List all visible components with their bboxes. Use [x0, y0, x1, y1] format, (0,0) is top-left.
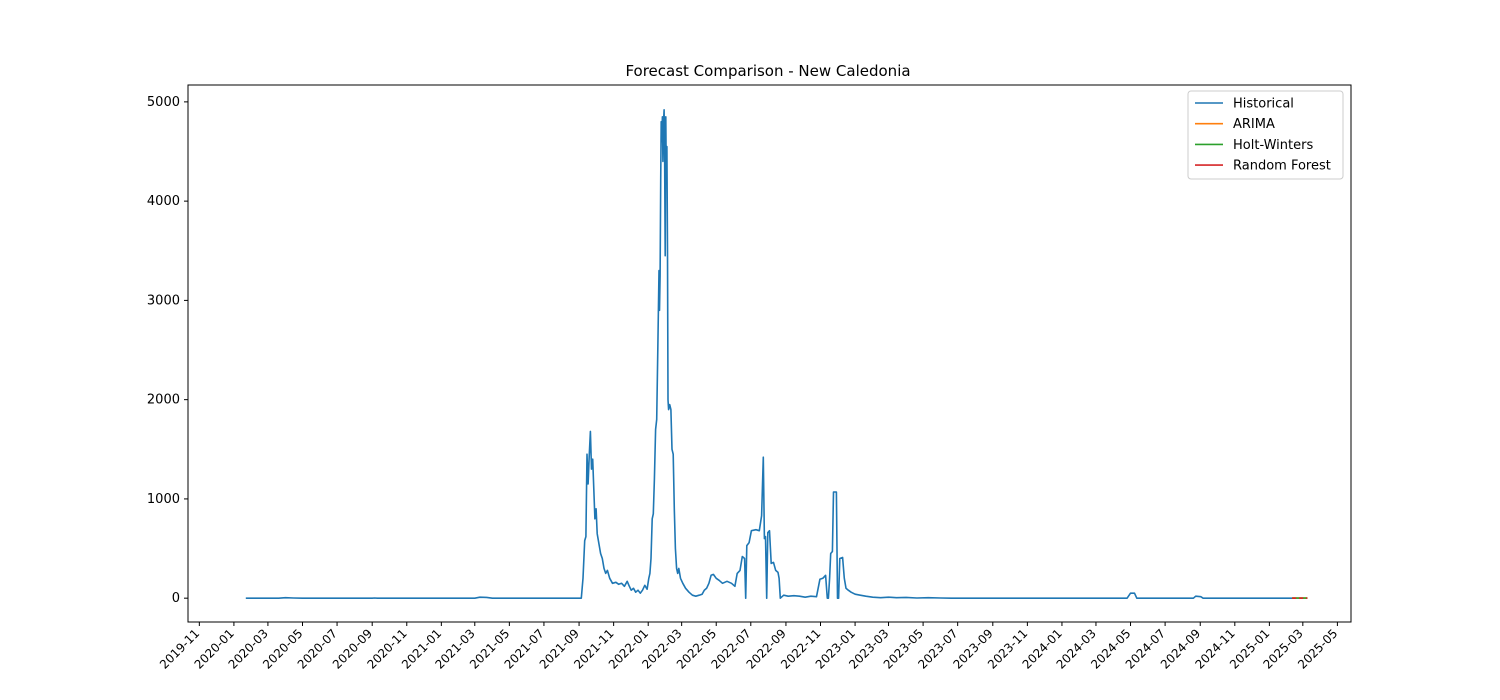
legend-label: Historical: [1233, 97, 1294, 112]
series-layer: [245, 109, 1308, 600]
y-tick-label: 1000: [147, 492, 180, 507]
plot-frame: [187, 84, 1352, 623]
y-tick-label: 2000: [147, 393, 180, 408]
x-axis: 2019-112020-012020-032020-052020-072020-…: [157, 622, 1340, 672]
legend: Historical ARIMA Holt-Winters Random Forest: [1187, 90, 1344, 180]
legend-label: Holt-Winters: [1233, 138, 1313, 153]
y-tick-label: 3000: [147, 293, 180, 308]
legend-box: [1187, 90, 1344, 180]
legend-label: ARIMA: [1233, 117, 1275, 132]
y-axis: 0 1000 2000 3000 4000 5000: [147, 95, 188, 606]
legend-label: Random Forest: [1233, 159, 1331, 174]
y-tick-label: 0: [172, 591, 180, 606]
y-tick-label: 4000: [147, 194, 180, 209]
series-line-historical: [245, 109, 1293, 600]
chart-title: Forecast Comparison - New Caledonia: [625, 62, 910, 80]
y-tick-label: 5000: [147, 95, 180, 110]
